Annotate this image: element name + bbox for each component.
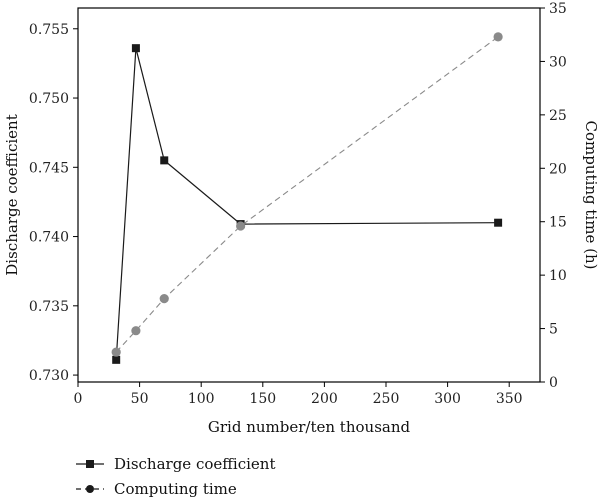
y-left-tick-label: 0.745 — [29, 160, 69, 176]
series-line — [115, 48, 499, 360]
x-tick-label: 350 — [496, 391, 523, 407]
y-left-tick-label: 0.730 — [29, 368, 69, 384]
y-axis-right: 0 5 10 15 20 25 30 35 — [540, 1, 567, 391]
legend-item-computing-time: Computing time — [76, 480, 237, 498]
y-axis-left-label: Discharge coefficient — [3, 114, 21, 275]
legend-item-discharge-coefficient: Discharge coefficient — [76, 455, 275, 473]
data-point-circle — [131, 326, 141, 336]
y-right-tick-label: 15 — [549, 215, 567, 231]
y-left-tick-label: 0.740 — [29, 230, 69, 246]
y-axis-left: 0.730 0.735 0.740 0.745 0.750 0.755 — [29, 22, 78, 384]
y-right-tick-label: 25 — [549, 108, 567, 124]
series-line — [115, 36, 499, 353]
data-point-square — [112, 355, 121, 364]
x-tick-label: 250 — [373, 391, 400, 407]
y-left-tick-label: 0.755 — [29, 22, 69, 38]
x-tick-label: 0 — [74, 391, 83, 407]
y-right-tick-label: 5 — [549, 322, 558, 338]
data-point-circle — [111, 347, 121, 357]
series-layer — [111, 32, 503, 364]
y-right-tick-label: 0 — [549, 375, 558, 391]
y-left-tick-label: 0.735 — [29, 299, 69, 315]
data-point-square — [494, 218, 503, 227]
data-point-square — [160, 156, 169, 165]
x-tick-label: 150 — [249, 391, 276, 407]
legend: Discharge coefficient Computing time — [76, 455, 275, 498]
y-right-tick-label: 20 — [549, 161, 567, 177]
y-right-tick-label: 35 — [549, 1, 567, 17]
plot-frame — [77, 7, 541, 383]
data-point-circle — [236, 221, 246, 231]
data-point-circle — [159, 294, 169, 304]
legend-label-discharge-coefficient: Discharge coefficient — [114, 455, 275, 473]
x-tick-label: 300 — [434, 391, 461, 407]
data-point-circle — [493, 32, 503, 42]
y-axis-right-label: Computing time (h) — [582, 121, 600, 270]
x-axis: 0 50 100 150 200 250 300 350 — [74, 382, 523, 407]
legend-circle-marker — [86, 485, 94, 493]
data-point-square — [131, 44, 140, 53]
x-tick-label: 200 — [311, 391, 338, 407]
x-tick-label: 50 — [131, 391, 149, 407]
y-right-tick-label: 10 — [549, 268, 567, 284]
series-discharge-coefficient — [112, 44, 503, 364]
x-tick-label: 100 — [188, 391, 215, 407]
legend-label-computing-time: Computing time — [114, 480, 237, 498]
y-left-tick-label: 0.750 — [29, 91, 69, 107]
series-computing-time — [111, 32, 503, 357]
y-right-tick-label: 30 — [549, 54, 567, 70]
plot-area — [77, 7, 541, 383]
legend-square-marker — [86, 460, 94, 468]
x-axis-label: Grid number/ten thousand — [208, 418, 411, 436]
